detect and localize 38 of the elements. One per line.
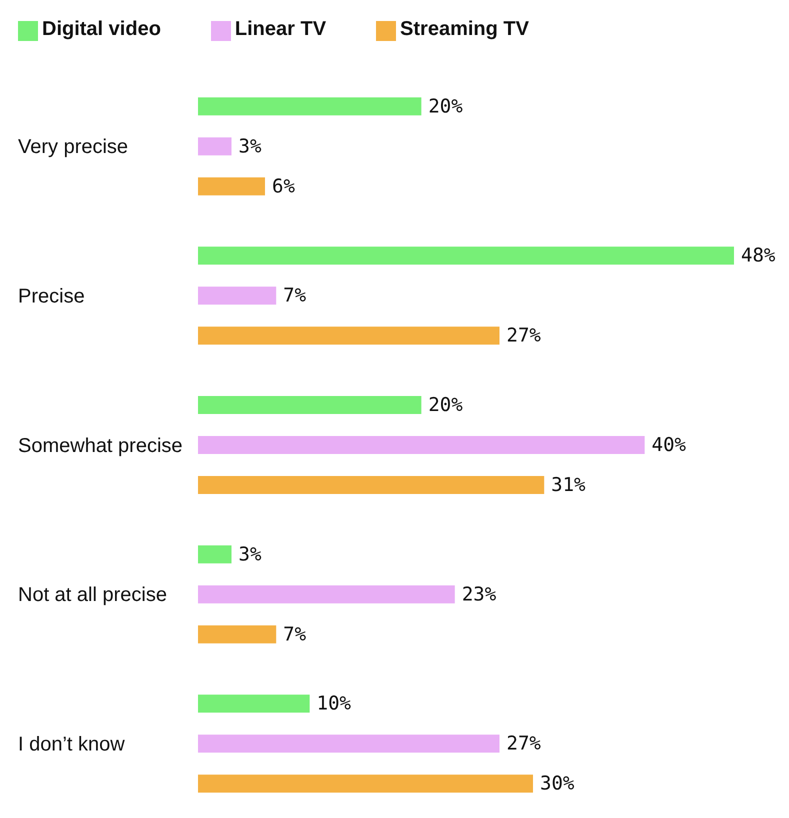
data-label: 30%	[540, 772, 575, 795]
bar	[198, 774, 533, 793]
data-label: 20%	[428, 394, 464, 416]
data-label: 3%	[238, 135, 262, 158]
data-label: 3%	[238, 543, 262, 566]
data-label: 7%	[283, 284, 307, 307]
bar	[198, 625, 276, 644]
data-label: 27%	[506, 732, 542, 755]
data-label: 27%	[506, 324, 542, 347]
legend-label: Streaming TV	[400, 18, 529, 40]
bar	[198, 396, 422, 414]
y-tick-label: Precise	[18, 285, 85, 308]
bar	[198, 97, 422, 116]
bar	[198, 286, 276, 305]
bar	[198, 734, 500, 753]
bar	[198, 585, 455, 604]
data-label: 23%	[462, 583, 497, 606]
data-label: 31%	[551, 474, 586, 496]
data-label: 48%	[741, 244, 776, 267]
data-label: 10%	[316, 692, 352, 715]
data-label: 6%	[272, 175, 296, 198]
y-tick-label: Somewhat precise	[18, 434, 183, 457]
legend-label: Linear TV	[234, 18, 326, 40]
data-label: 20%	[428, 95, 464, 118]
bar	[198, 694, 310, 713]
bar	[198, 177, 265, 196]
y-tick-label: Very precise	[18, 136, 128, 158]
bar	[198, 545, 232, 564]
legend-label: Digital video	[42, 18, 161, 40]
bar	[198, 436, 645, 454]
data-label: 40%	[652, 434, 687, 456]
bar	[198, 246, 734, 265]
bar	[198, 476, 544, 494]
data-label: 7%	[283, 623, 307, 646]
bar	[198, 137, 232, 156]
y-tick-label: I don’t know	[18, 733, 126, 756]
bar	[198, 326, 500, 345]
y-tick-label: Not at all precise	[18, 584, 167, 606]
